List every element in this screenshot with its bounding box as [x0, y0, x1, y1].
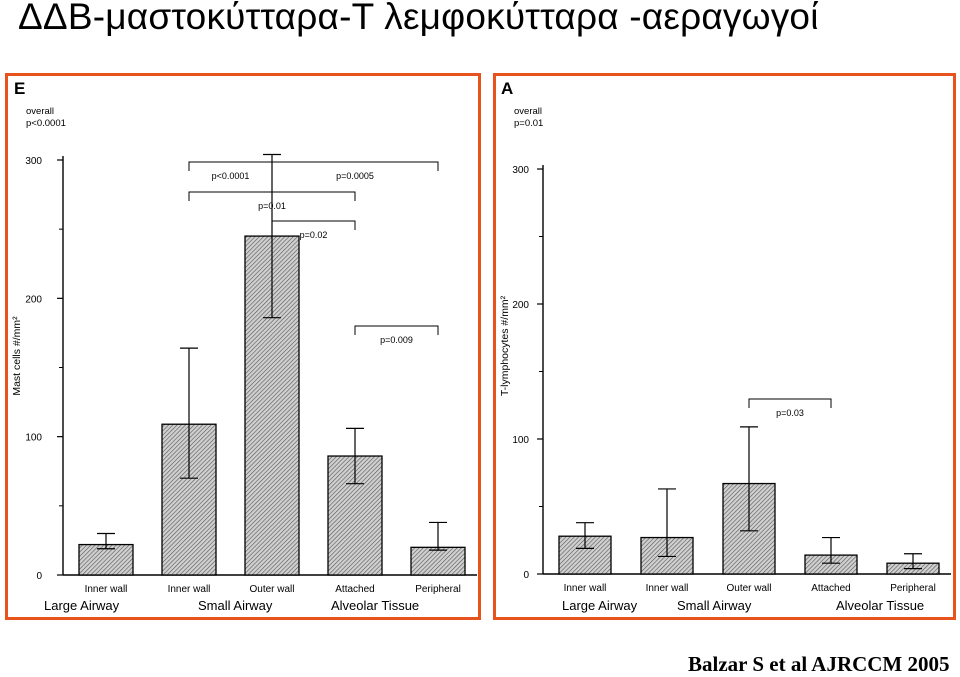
x-tick-label: Outer wall	[726, 583, 771, 594]
p-value-label: p<0.0001	[212, 171, 250, 181]
bracket-line	[271, 161, 439, 171]
p-value-label: p=0.0005	[336, 171, 374, 181]
p-value-label: p=0.02	[300, 230, 328, 240]
y-tick-label: 300	[25, 156, 42, 167]
x-group-label: Alveolar Tissue	[836, 598, 924, 613]
bracket-line	[271, 220, 356, 230]
bar	[410, 546, 466, 576]
bracket-line	[354, 325, 439, 335]
significance-bracket	[188, 191, 356, 201]
significance-bracket	[188, 161, 273, 171]
x-tick-label: Peripheral	[415, 584, 461, 595]
y-tick-label: 200	[512, 300, 529, 311]
overall-label: overall	[26, 106, 54, 117]
x-tick-label: Inner wall	[85, 584, 128, 595]
y-tick-label: 0	[523, 570, 529, 581]
significance-bracket	[748, 398, 832, 408]
x-group-label: Small Airway	[198, 598, 273, 613]
x-tick-label: Peripheral	[890, 583, 936, 594]
bracket-line	[748, 398, 832, 408]
x-tick-label: Outer wall	[249, 584, 294, 595]
y-axis-label: T-lymphocytes #/mm²	[499, 295, 511, 396]
overall-p-value: p<0.0001	[26, 118, 66, 129]
y-axis-label: Mast cells #/mm²	[11, 316, 23, 396]
p-value-label: p=0.03	[776, 408, 804, 418]
y-tick-label: 100	[512, 435, 529, 446]
x-tick-label: Attached	[811, 583, 850, 594]
significance-bracket	[271, 161, 439, 171]
bracket-line	[188, 161, 273, 171]
bracket-line	[188, 191, 356, 201]
x-group-label: Large Airway	[44, 598, 120, 613]
overall-label: overall	[514, 106, 542, 117]
panel-letter: E	[14, 79, 25, 98]
x-tick-label: Attached	[335, 584, 374, 595]
slide-title: ΔΔΒ-μαστοκύτταρα-Τ λεμφοκύτταρα -αεραγωγ…	[18, 0, 819, 37]
panel-letter: A	[501, 79, 513, 98]
x-group-label: Alveolar Tissue	[331, 598, 419, 613]
significance-bracket	[271, 220, 356, 230]
y-tick-label: 100	[25, 433, 42, 444]
x-group-label: Large Airway	[562, 598, 638, 613]
x-tick-label: Inner wall	[646, 583, 689, 594]
citation: Balzar S et al AJRCCM 2005	[688, 652, 950, 676]
y-tick-label: 200	[25, 294, 42, 305]
significance-bracket	[354, 325, 439, 335]
p-value-label: p=0.009	[380, 335, 413, 345]
overall-p-value: p=0.01	[514, 118, 543, 129]
y-tick-label: 0	[36, 571, 42, 582]
x-tick-label: Inner wall	[168, 584, 211, 595]
x-tick-label: Inner wall	[564, 583, 607, 594]
x-group-label: Small Airway	[677, 598, 752, 613]
y-tick-label: 300	[512, 165, 529, 176]
p-value-label: p=0.01	[258, 201, 286, 211]
